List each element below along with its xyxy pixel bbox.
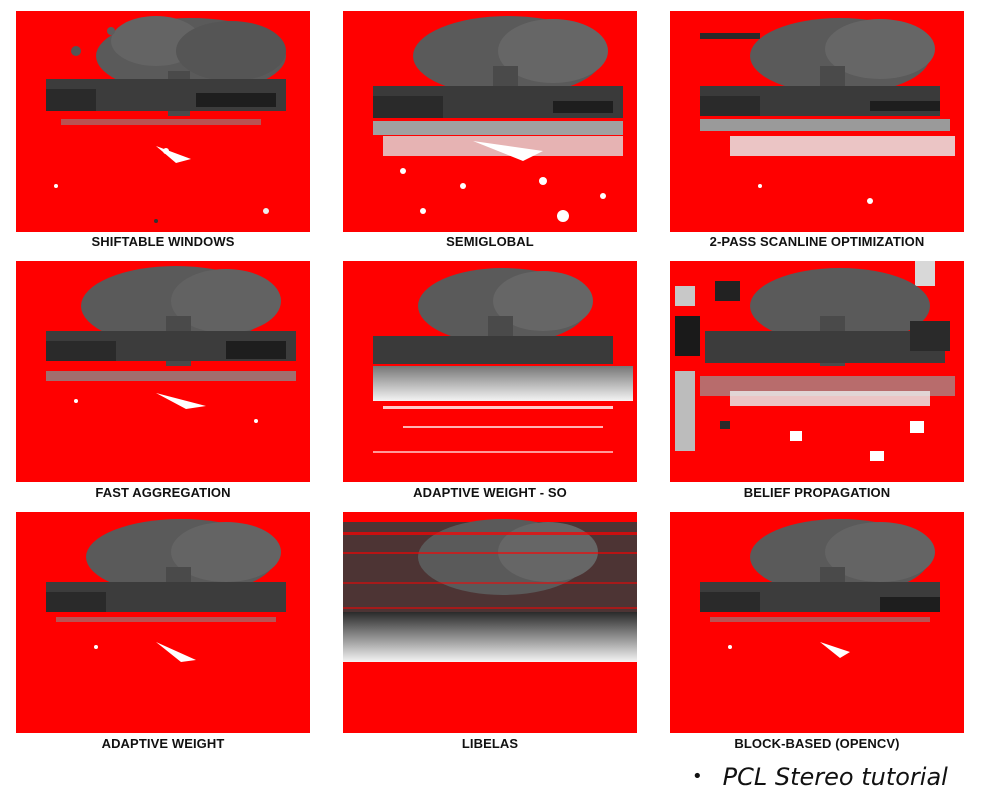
panel-caption: SEMIGLOBAL (446, 234, 534, 249)
panel-caption: LIBELAS (461, 736, 519, 751)
panel-caption: ADAPTIVE WEIGHT (101, 736, 225, 751)
panel-caption: ADAPTIVE WEIGHT - SO (413, 485, 567, 500)
source-note: • PCL Stereo tutorial (692, 763, 948, 791)
disparity-image (343, 11, 637, 232)
panel-caption: 2-PASS SCANLINE OPTIMIZATION (709, 234, 925, 249)
panel-caption: BLOCK-BASED (OPENCV) (734, 736, 900, 751)
disparity-image (343, 261, 637, 482)
panel-caption: SHIFTABLE WINDOWS (91, 234, 235, 249)
bullet-glyph: • (692, 766, 703, 787)
panel-caption: BELIEF PROPAGATION (743, 485, 891, 500)
panel-caption: FAST AGGREGATION (95, 485, 231, 500)
disparity-map-grid: SHIFTABLE WINDOWS SEM (16, 11, 964, 751)
disparity-image (16, 11, 310, 232)
disparity-image (16, 261, 310, 482)
disparity-image (670, 261, 964, 482)
disparity-image (670, 512, 964, 733)
disparity-image (670, 11, 964, 232)
source-note-text: PCL Stereo tutorial (722, 763, 948, 791)
disparity-image (343, 512, 637, 733)
disparity-image (16, 512, 310, 733)
